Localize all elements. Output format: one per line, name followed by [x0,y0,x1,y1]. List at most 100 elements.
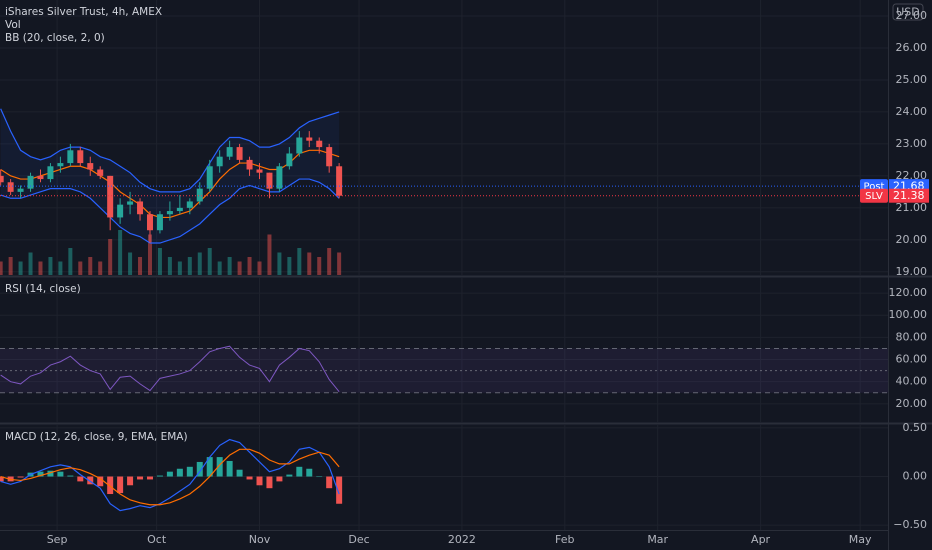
chart-title: iShares Silver Trust, 4h, AMEX [5,6,162,18]
candle-body [17,188,24,192]
volume-bar [297,248,302,275]
volume-bar [227,257,232,275]
candle-body [156,214,163,231]
volume-bar [177,261,182,275]
volume-bar [118,230,123,275]
macd-histogram-bar [77,476,84,482]
macd-histogram-bar [316,476,323,478]
y-tick-label: 27.00 [896,9,928,22]
candle-body [7,182,14,192]
y-tick-label: −0.50 [893,518,927,531]
macd-line [0,438,340,512]
volume-bar [0,261,3,275]
volume-bar [68,248,73,275]
price-tag [860,188,888,203]
macd-histogram-bar [17,476,24,478]
candle-body [87,163,94,170]
volume-bar [337,252,342,275]
volume-bar [147,234,152,275]
macd-histogram-bar [266,476,273,489]
macd-histogram-bar [146,476,153,480]
macd-histogram-bar [117,476,124,494]
currency-label[interactable]: USD [896,6,920,19]
macd-histogram-bar [137,476,144,480]
volume-bar [88,257,93,275]
y-tick-label: 20.00 [896,233,928,246]
macd-line [0,448,340,506]
price-tag-name: SLV [865,191,883,202]
price-tag [889,188,929,203]
volume-bar [197,252,202,275]
candle-body [77,150,84,164]
volume-bar [98,261,103,275]
candle-body [236,147,243,160]
rsi-band-fill [0,348,888,393]
macd-histogram-bar [156,475,163,477]
macd-histogram-bar [37,471,44,477]
volume-bar [28,252,33,275]
macd-histogram-bar [196,461,203,477]
candle-body [206,166,213,189]
y-tick-label: 100.00 [889,308,928,321]
candle-body [117,204,124,218]
candle-body [137,201,144,215]
macd-histogram-bar [186,466,193,477]
indicator-label: BB (20, close, 2, 0) [5,32,105,44]
volume-bar [237,261,242,275]
volume-bar [247,257,252,275]
macd-histogram-bar [127,476,134,486]
x-tick-label: Oct [147,533,167,546]
macd-histogram-bar [67,475,74,477]
label-layer: iShares Silver Trust, 4h, AMEX Vol BB (2… [5,3,929,546]
macd-histogram-bar [216,457,223,477]
y-tick-label: 20.00 [896,397,928,410]
volume-bar [277,252,282,275]
candle-body [57,163,64,167]
macd-histogram-bar [87,476,94,485]
macd-histogram-bar [246,476,253,480]
mark-layer [0,108,888,512]
macd-histogram-bar [256,476,263,486]
rsi-line [0,345,340,392]
volume-bar [38,261,43,275]
macd-histogram-bar [206,457,213,477]
candle-body [67,150,74,164]
volume-bar [58,261,63,275]
y-tick-label: 60.00 [896,353,928,366]
candle-body [246,159,253,170]
y-tick-label: 26.00 [896,41,928,54]
y-tick-label: 24.00 [896,105,928,118]
indicator-label: RSI (14, close) [5,283,81,295]
volume-bar [128,252,133,275]
candle-body [47,166,54,180]
y-tick-label: 22.00 [896,169,928,182]
volume-bar [187,257,192,275]
y-tick-label: 21.00 [896,201,928,214]
macd-histogram-bar [306,468,313,477]
candle-body [97,169,104,176]
candle-body [127,201,134,205]
volume-bar [138,257,143,275]
candle-body [216,156,223,167]
macd-histogram-bar [326,476,333,489]
candle-body [186,201,193,208]
currency-box[interactable] [892,3,924,21]
y-tick-label: 120.00 [889,286,928,299]
x-tick-label: May [849,533,872,546]
y-tick-label: 19.00 [896,265,928,278]
volume-bar [167,257,172,275]
candle-body [196,188,203,202]
candle-body [226,147,233,157]
candle-body [27,175,34,189]
candle-body [146,214,153,231]
bb-upper [0,108,340,193]
macd-histogram-bar [57,471,64,477]
candle-body [166,211,173,215]
candle-body [37,175,44,180]
candle-body [176,207,183,212]
price-tag-name: Post [864,182,885,193]
volume-bar [108,239,113,275]
volume-bar [287,257,292,275]
macd-histogram-bar [286,474,293,477]
